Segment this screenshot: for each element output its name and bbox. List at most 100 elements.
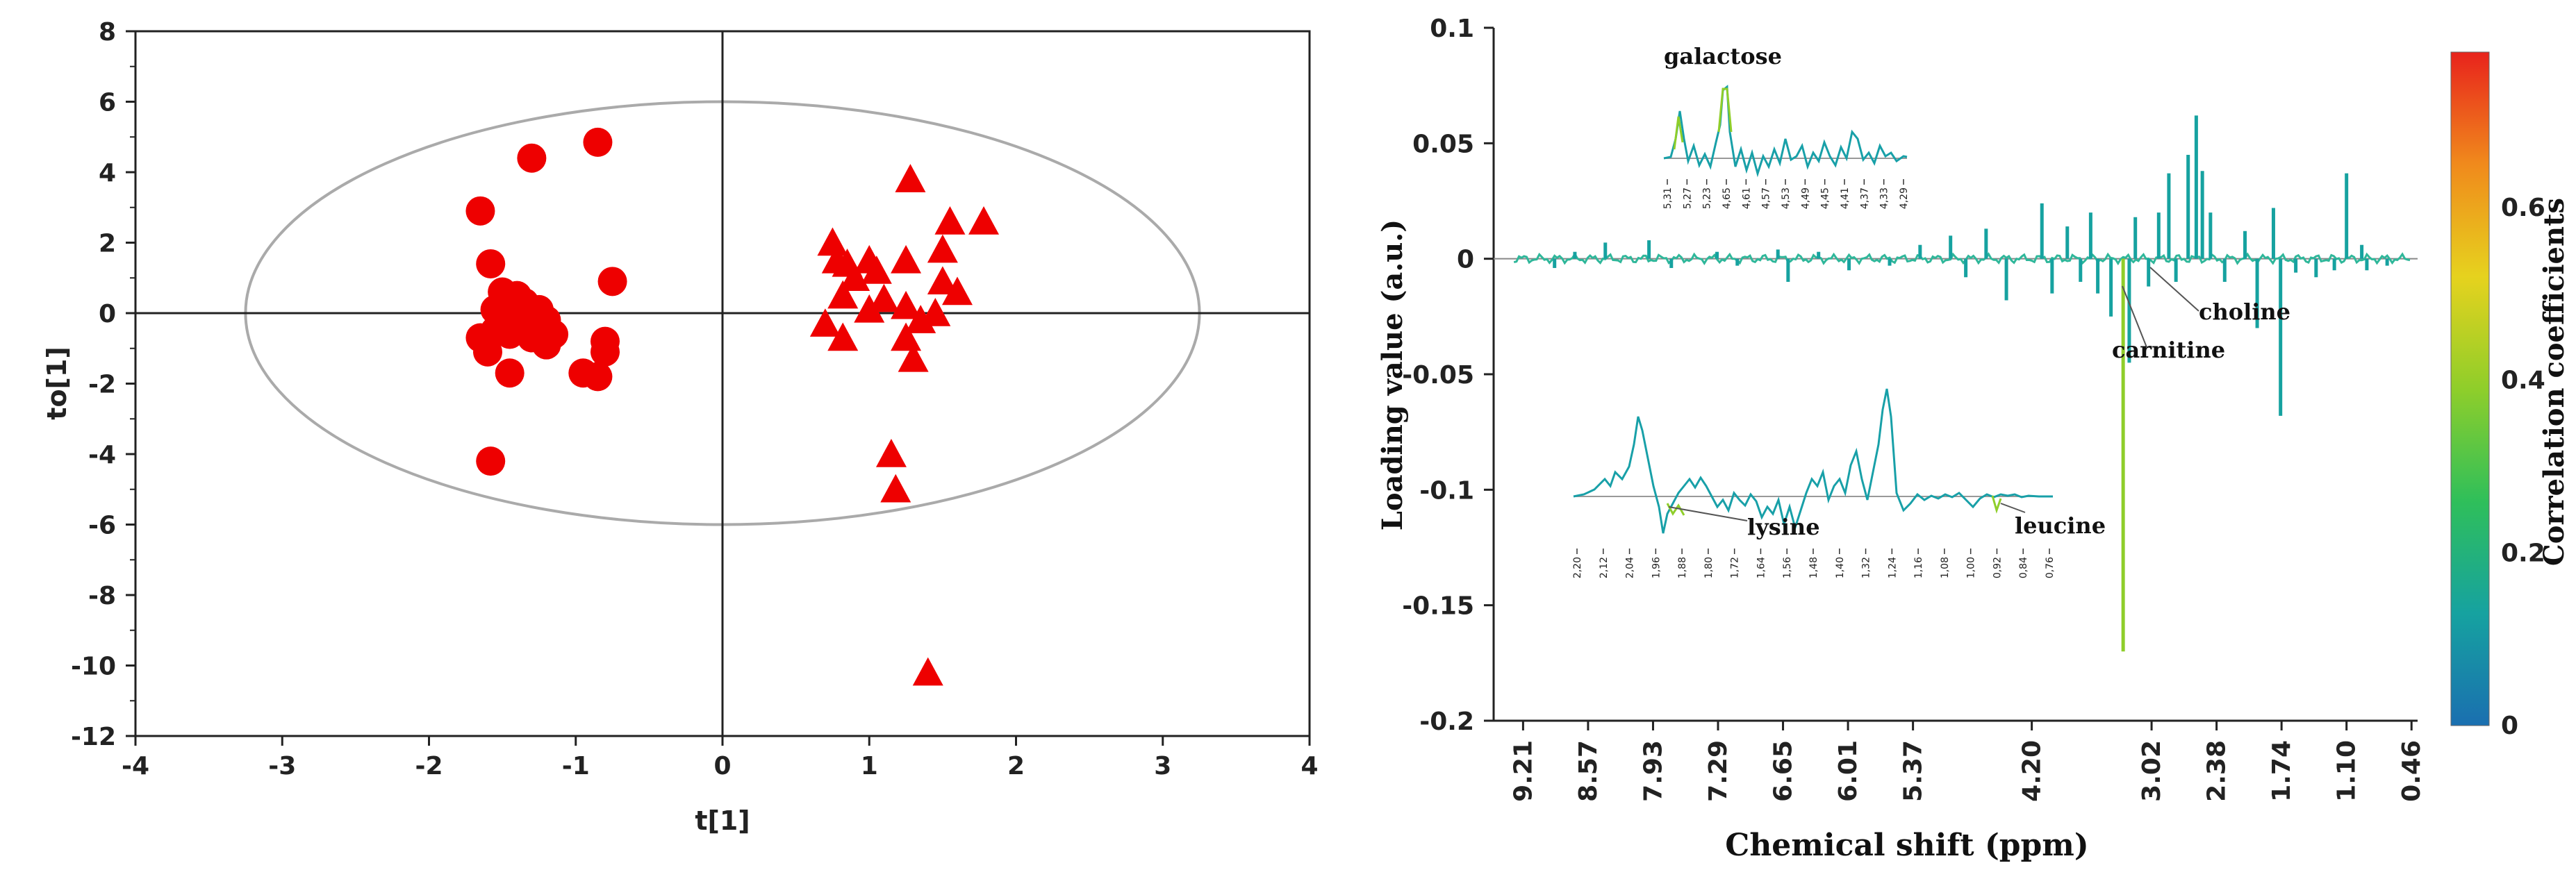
score-point-triangle [868, 283, 900, 312]
x-tick-label: -1 [562, 752, 590, 780]
inset-tick-label: 4,29 [1899, 187, 1910, 209]
galactose-peak-right [1717, 87, 1733, 133]
score-point-triangle [827, 322, 859, 351]
x-axis-label: t[1] [695, 805, 750, 836]
score-point-triangle [809, 308, 841, 337]
score-point-triangle [895, 164, 926, 192]
inset-tick-label: 4,65 [1722, 187, 1733, 209]
inset-tick-label: 5,31 [1662, 187, 1674, 209]
inset-tick-label: 1,00 [1966, 557, 1977, 578]
score-point-triangle [839, 262, 870, 291]
inset-tick-label: 4,37 [1859, 187, 1870, 209]
lysine-inset-spectrum [1573, 388, 2053, 534]
inset-tick-label: 2,20 [1572, 557, 1583, 578]
y-tick-label: 8 [99, 18, 116, 47]
score-point-triangle [905, 305, 936, 333]
score-point-triangle [912, 657, 943, 686]
inset-tick-label: 0,92 [1992, 557, 2003, 578]
inset-tick-label: 1,48 [1808, 557, 1819, 578]
x-tick-label: 2 [1007, 752, 1025, 780]
inset-tick-label: 1,88 [1677, 557, 1688, 578]
loading-x-tick-label: 1.10 [2333, 740, 2361, 802]
loading-x-tick-label: 5.37 [1899, 740, 1928, 802]
y-tick-label: -12 [71, 723, 116, 751]
score-point-triangle [898, 343, 929, 372]
x-tick-label: -3 [268, 752, 296, 780]
inset-tick-label: 1,16 [1913, 557, 1924, 578]
lysine-peak-highlight [1666, 503, 1685, 516]
inset-tick-label: 1,08 [1940, 557, 1951, 578]
y-tick-label: -10 [71, 653, 116, 681]
score-point-circle [465, 196, 495, 226]
y-tick-label: -6 [88, 512, 116, 540]
score-point-circle [583, 362, 613, 392]
inset-tick-label: 4,45 [1820, 187, 1831, 209]
inset-tick-label: 1,96 [1651, 557, 1662, 578]
carnitine-leader-line [2122, 285, 2147, 348]
score-point-circle [531, 330, 561, 360]
inset-tick-label: 1,80 [1703, 557, 1715, 578]
y-tick-label: -2 [88, 371, 116, 399]
annotation-galactose: galactose [1664, 43, 1782, 69]
score-point-triangle [827, 280, 859, 309]
inset-tick-label: 1,64 [1756, 557, 1767, 578]
inset-tick-label: 4,61 [1741, 187, 1752, 209]
right-y-axis-label: Loading value (a.u.) [1376, 219, 1409, 530]
y-tick-label: -4 [88, 441, 116, 469]
inset-tick-label: 1,72 [1730, 557, 1741, 578]
loading-x-tick-label: 0.46 [2397, 740, 2426, 802]
loading-y-tick-label: -0.2 [1419, 708, 1474, 736]
score-point-triangle [861, 256, 892, 284]
score-point-circle [473, 337, 502, 367]
galactose-inset-spectrum [1663, 84, 1908, 178]
loading-x-tick-label: 7.93 [1639, 740, 1667, 802]
leucine-leader-line [2000, 503, 2026, 513]
loading-x-tick-label: 3.02 [2138, 740, 2166, 802]
score-point-triangle [891, 290, 922, 319]
loading-x-tick-label: 2.38 [2203, 740, 2231, 802]
score-point-circle [502, 306, 532, 335]
loading-y-tick-label: 0.1 [1430, 15, 1474, 43]
x-tick-label: -2 [415, 752, 443, 780]
y-tick-label: 0 [99, 300, 116, 328]
y-tick-label: 4 [99, 159, 116, 187]
score-point-triangle [968, 206, 1000, 235]
score-point-circle [495, 358, 525, 388]
inset-tick-label: 5,23 [1702, 187, 1713, 209]
inset-tick-label: 4,41 [1840, 187, 1851, 209]
loading-x-tick-label: 7.29 [1704, 740, 1733, 802]
inset-tick-label: 1,32 [1861, 557, 1872, 578]
loading-y-tick-label: -0.15 [1402, 592, 1474, 621]
score-point-triangle [891, 244, 922, 274]
inset-tick-label: 4,53 [1781, 187, 1792, 209]
leucine-peak-highlight [1991, 495, 2002, 514]
loading-plot: 0.1 0.05 0 -0.05 -0.1 -0.15 -0.2 9.21 8.57 7.93 7… [1376, 15, 2570, 863]
colorbar-tick-label: 0.2 [2501, 539, 2545, 567]
loading-y-tick-label: -0.05 [1402, 361, 1474, 390]
y-tick-label: 2 [99, 230, 116, 258]
x-tick-label: 3 [1154, 752, 1171, 780]
score-point-triangle [927, 234, 958, 263]
y-tick-label: 6 [99, 89, 116, 117]
score-point-triangle [854, 294, 885, 323]
loading-x-tick-label: 6.65 [1769, 740, 1798, 802]
colorbar [2450, 51, 2490, 726]
x-tick-label: 0 [713, 752, 731, 780]
y-axis-label: to[1] [42, 346, 72, 419]
x-tick-label: -4 [122, 752, 149, 780]
colorbar-tick-label: 0.6 [2501, 194, 2545, 222]
x-tick-label: 4 [1301, 752, 1318, 780]
colorbar-label: Correlation coefficients [2538, 198, 2570, 566]
lysine-leader-line [1668, 506, 1748, 521]
score-point-triangle [891, 322, 922, 351]
loading-y-tick-label: -0.1 [1419, 476, 1474, 505]
inset-tick-label: 4,49 [1800, 187, 1811, 209]
colorbar-tick-label: 0.4 [2501, 367, 2545, 395]
loading-x-tick-label: 9.21 [1509, 740, 1537, 802]
inset-tick-label: 4,33 [1879, 187, 1890, 209]
annotation-carnitine: carnitine [2112, 337, 2225, 363]
score-point-circle [517, 143, 547, 173]
choline-leader-line [2149, 267, 2199, 312]
